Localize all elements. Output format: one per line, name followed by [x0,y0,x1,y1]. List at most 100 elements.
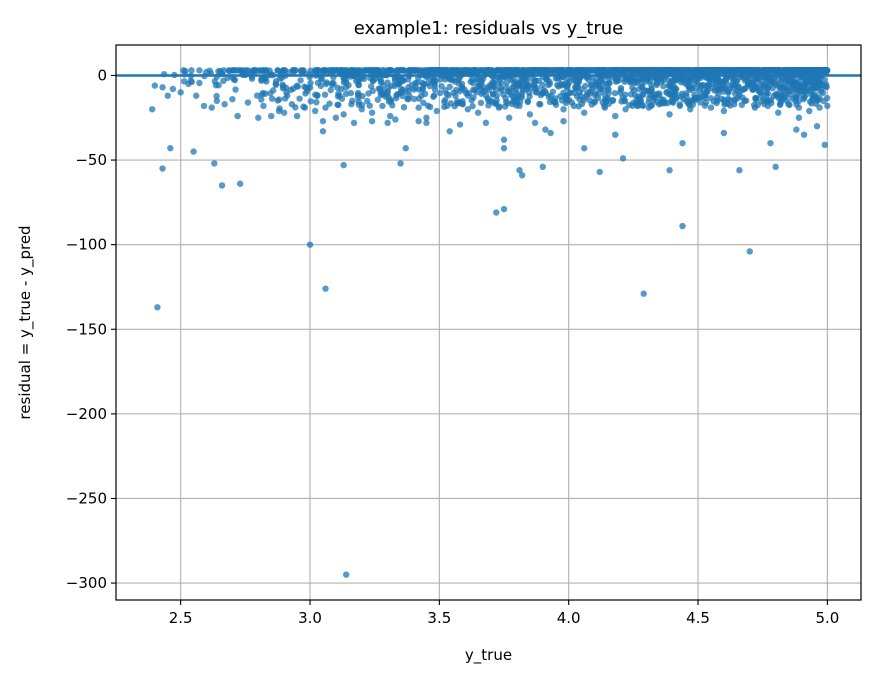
data-point [542,126,549,133]
data-point [823,83,830,91]
data-point [566,89,573,97]
data-point [691,94,699,102]
data-point [328,80,336,87]
data-point [469,102,476,110]
grid-lines [116,45,861,600]
data-point [258,76,265,83]
data-point [719,85,727,92]
data-point [812,84,819,92]
data-point [617,84,625,92]
data-point [737,67,744,75]
data-point [622,91,629,98]
data-point [603,98,610,105]
data-point [377,88,384,95]
data-point [758,97,766,105]
data-point [537,101,544,108]
data-point [543,76,550,83]
data-point [338,85,345,93]
data-point [612,112,619,120]
data-point [229,67,237,74]
data-point [350,67,357,74]
data-point [679,222,686,230]
data-point [243,67,251,74]
data-point [741,85,748,93]
data-point [715,90,722,97]
data-point [268,95,276,102]
data-point [686,67,693,74]
data-point [301,104,309,111]
data-point [347,89,355,97]
data-point [472,67,479,74]
data-point [772,163,779,171]
data-point [236,180,244,187]
data-point [537,92,545,99]
data-point [319,117,327,125]
data-point [612,131,619,138]
data-point [748,67,755,74]
data-point [685,83,692,90]
data-point [720,107,728,115]
data-point [433,107,440,115]
data-point [519,86,526,94]
data-point [151,82,159,89]
data-point [601,104,609,111]
data-point [436,89,444,97]
data-point [509,100,516,108]
data-point [824,102,831,110]
data-point [337,67,344,74]
data-point [367,67,374,74]
data-point [686,97,693,104]
data-point [674,69,681,76]
data-point [692,67,699,74]
data-point [594,94,602,102]
data-point [424,79,431,87]
data-point [656,101,663,108]
data-point [248,75,256,82]
data-point [735,83,742,91]
data-point [489,79,496,86]
data-point [306,241,314,248]
data-point [697,99,704,106]
data-point [394,80,401,88]
data-point [562,79,570,86]
data-point [792,86,799,93]
data-point [471,87,478,94]
data-point [776,100,784,108]
data-point [164,92,171,99]
data-point [500,145,508,152]
data-point [535,77,543,85]
data-point [512,67,519,74]
data-point [474,109,482,116]
data-point [192,92,200,99]
data-point [350,119,358,127]
data-point [397,160,404,167]
data-point [757,89,765,96]
data-point [789,95,796,102]
data-point [785,101,792,108]
data-point [493,92,501,99]
data-point [498,86,505,94]
data-point [564,67,572,74]
data-point [672,77,679,84]
data-point [773,92,780,99]
data-point [452,92,459,100]
data-point [504,67,512,74]
data-point [297,77,304,84]
data-point [720,129,728,137]
y-tick-label: −100 [66,236,107,254]
data-point [387,112,394,120]
data-point [711,77,719,84]
data-point [410,95,418,103]
data-point [699,81,707,89]
data-point [263,78,270,85]
data-point [427,67,434,74]
data-point [682,90,690,97]
data-point [629,84,636,91]
data-point [327,86,334,94]
data-point [666,167,673,174]
data-point [275,107,283,115]
x-axis-label: y_true [465,646,512,665]
data-point [467,67,474,74]
data-point [342,90,350,98]
data-point [821,141,828,149]
